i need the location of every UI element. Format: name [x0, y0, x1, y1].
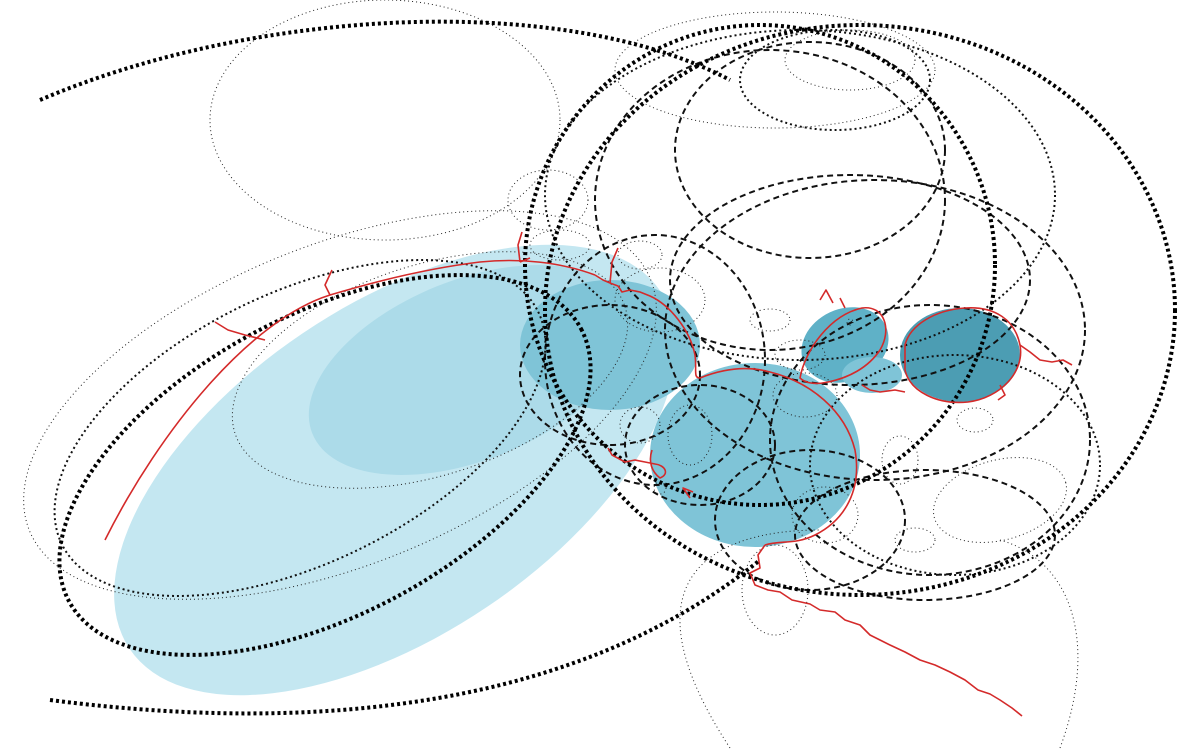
- fine-dotted-arc: [999, 539, 1079, 749]
- fine-dotted-ellipse: [614, 11, 936, 129]
- fine-dotted-ellipse: [956, 407, 994, 433]
- heavy-dotted-arc: [49, 558, 762, 716]
- fine-dotted-ellipse: [667, 404, 713, 466]
- medium-dotted-ellipse: [809, 354, 1101, 576]
- red-branch: [517, 231, 531, 263]
- heavy-dotted-ellipse: [543, 23, 1177, 597]
- fine-dotted-ellipse: [774, 339, 826, 371]
- fine-dotted-ellipse: [209, 0, 561, 241]
- fine-dotted-ellipse: [507, 169, 589, 231]
- dashed-ellipse: [669, 174, 1031, 386]
- filled-region-right: [900, 308, 1020, 402]
- fine-dotted-ellipse: [894, 527, 936, 553]
- red-branch: [324, 269, 333, 296]
- red-boundary-center-right: [699, 367, 858, 546]
- fine-dotted-ellipse: [529, 229, 591, 261]
- fine-dotted-ellipse: [881, 435, 919, 485]
- fine-dotted-ellipse: [784, 29, 916, 91]
- heavy-dotted-arc: [39, 19, 731, 102]
- fine-dotted-ellipse: [23, 210, 657, 600]
- filled-region-center: [520, 280, 700, 410]
- heavy-dotted-ellipses: [39, 19, 1177, 716]
- fine-dotted-ellipse: [619, 406, 661, 444]
- dashed-ellipse: [519, 304, 701, 446]
- fine-dotted-ellipse: [846, 318, 854, 326]
- red-boundary-small-a: [799, 307, 887, 385]
- filled-region-center-right: [650, 363, 860, 547]
- dashed-ellipse: [674, 41, 946, 259]
- dashed-ellipse: [714, 449, 906, 591]
- dashed-ellipse: [624, 384, 776, 506]
- red-boundary-bridge: [861, 384, 906, 393]
- red-boundary-center-left: [607, 447, 667, 479]
- dashed-ellipse: [769, 304, 1091, 576]
- dashed-ellipse: [594, 49, 946, 351]
- red-boundary-lower: [749, 544, 1023, 717]
- fine-dotted-ellipse: [933, 457, 1067, 543]
- red-branch: [682, 487, 694, 499]
- red-branch: [214, 321, 266, 341]
- fine-dotted-ellipse: [772, 372, 838, 418]
- dashed-ellipses: [519, 41, 1091, 601]
- heavy-dotted-ellipse: [57, 273, 593, 657]
- red-branch: [609, 247, 619, 284]
- fine-dotted-arc: [679, 529, 821, 749]
- dashed-ellipse: [544, 234, 766, 486]
- red-boundary-top-bumps: [594, 274, 701, 379]
- fine-dotted-ellipse: [614, 267, 706, 333]
- red-branch: [819, 289, 846, 309]
- filled-regions: [114, 244, 1020, 696]
- fine-dotted-ellipse: [749, 308, 791, 332]
- red-boundary: [104, 231, 1073, 717]
- red-boundary-right-tail: [997, 344, 1073, 401]
- fine-dotted-ellipse: [617, 240, 663, 270]
- medium-dotted-ellipse: [739, 29, 931, 131]
- dashed-ellipse: [664, 179, 1086, 481]
- red-boundary-right: [904, 307, 1022, 404]
- fine-dotted-ellipse: [653, 481, 667, 495]
- medium-dotted-ellipse: [53, 259, 547, 597]
- fine-dotted-ellipse: [791, 486, 859, 544]
- heavy-dotted-ellipse: [523, 23, 997, 507]
